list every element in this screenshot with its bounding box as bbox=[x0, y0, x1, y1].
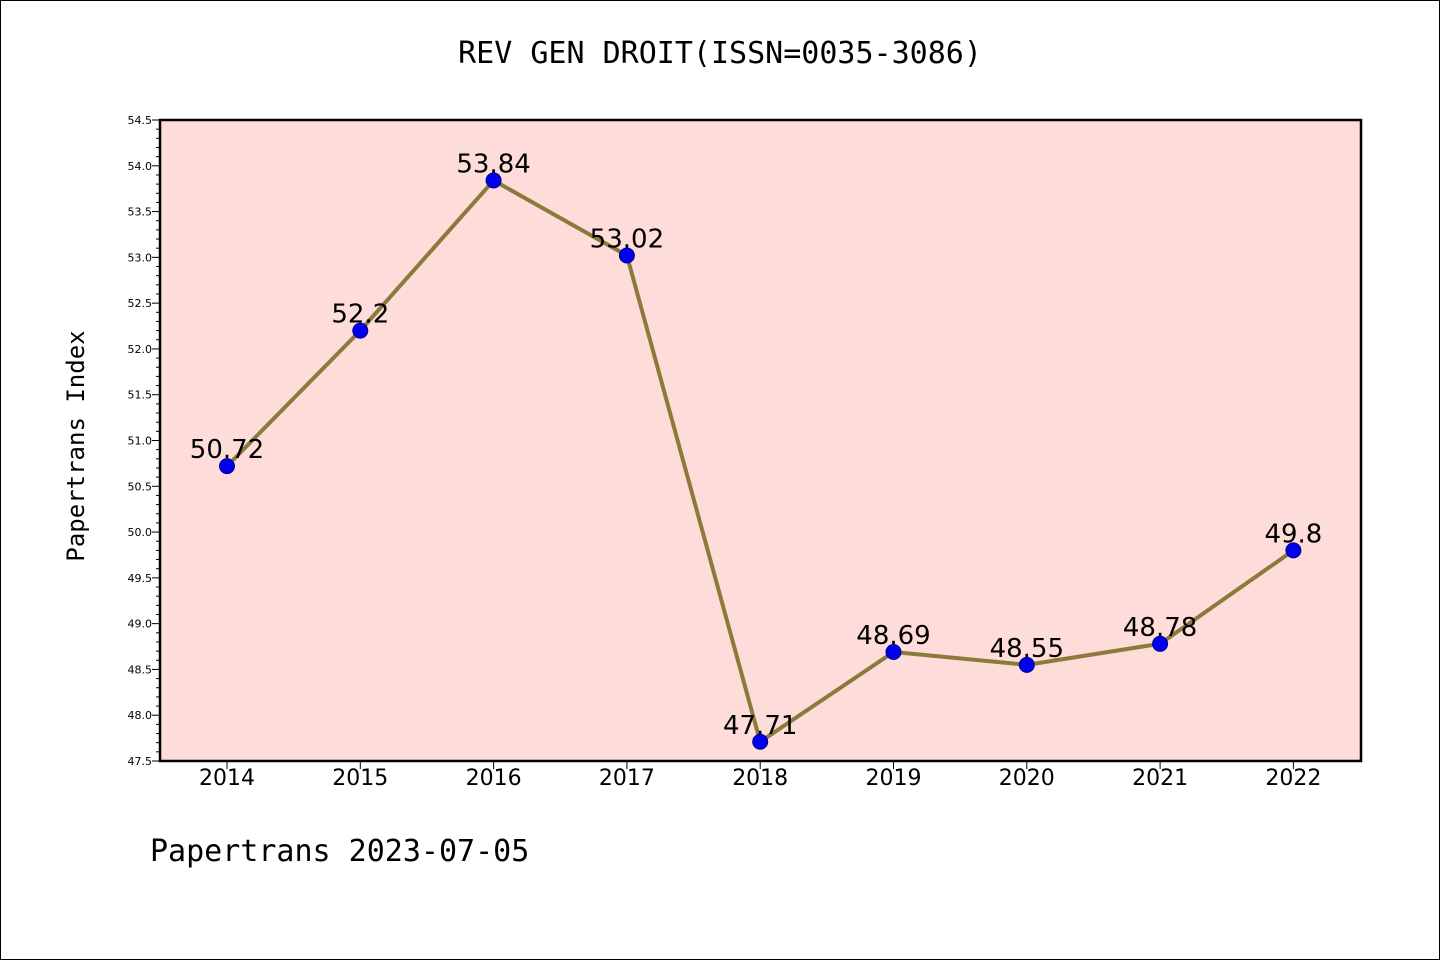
data-label: 50.72 bbox=[190, 435, 264, 465]
y-tick-label: 50.5 bbox=[128, 480, 153, 493]
x-tick-label: 2019 bbox=[866, 766, 922, 791]
y-tick-label: 52.0 bbox=[128, 343, 153, 356]
x-tick-label: 2021 bbox=[1132, 766, 1188, 791]
data-point bbox=[1018, 656, 1035, 673]
y-tick-label: 50.0 bbox=[128, 526, 153, 539]
footer-text: Papertrans 2023-07-05 bbox=[150, 834, 530, 869]
y-tick-label: 52.5 bbox=[128, 297, 153, 310]
plot-area bbox=[160, 120, 1361, 761]
data-label: 48.55 bbox=[990, 634, 1064, 664]
y-tick-label: 53.0 bbox=[128, 251, 153, 264]
data-label: 48.69 bbox=[856, 621, 930, 651]
data-label: 52.2 bbox=[331, 300, 389, 330]
x-tick-label: 2018 bbox=[732, 766, 788, 791]
data-point bbox=[618, 247, 635, 264]
y-tick-label: 48.5 bbox=[128, 663, 153, 676]
y-tick-label: 51.0 bbox=[128, 435, 153, 448]
data-label: 49.8 bbox=[1264, 519, 1322, 549]
y-tick-label: 54.5 bbox=[128, 114, 153, 127]
data-point bbox=[752, 733, 769, 750]
x-tick-label: 2016 bbox=[466, 766, 522, 791]
y-tick-label: 48.0 bbox=[128, 709, 153, 722]
y-tick-label: 49.0 bbox=[128, 618, 153, 631]
data-label: 48.78 bbox=[1123, 613, 1197, 643]
data-point bbox=[1152, 635, 1169, 652]
x-tick-label: 2014 bbox=[199, 766, 255, 791]
data-point bbox=[885, 644, 902, 661]
data-label: 53.84 bbox=[456, 149, 530, 179]
x-tick-label: 2015 bbox=[332, 766, 388, 791]
chart-title: REV GEN DROIT(ISSN=0035-3086) bbox=[458, 36, 982, 71]
data-point bbox=[485, 172, 502, 189]
data-point bbox=[1285, 542, 1302, 559]
data-label: 53.02 bbox=[590, 225, 664, 255]
y-tick-label: 53.5 bbox=[128, 206, 153, 219]
data-point bbox=[352, 322, 369, 339]
data-point bbox=[219, 458, 235, 475]
plot-border bbox=[158, 118, 1363, 763]
y-tick-label: 49.5 bbox=[128, 572, 153, 585]
x-tick-label: 2022 bbox=[1265, 766, 1321, 791]
y-tick-label: 54.0 bbox=[128, 160, 153, 173]
data-label: 47.71 bbox=[723, 711, 797, 741]
y-tick-label: 51.5 bbox=[128, 389, 153, 402]
x-tick-label: 2020 bbox=[999, 766, 1055, 791]
x-tick-label: 2017 bbox=[599, 766, 655, 791]
y-tick-label: 47.5 bbox=[128, 755, 153, 768]
